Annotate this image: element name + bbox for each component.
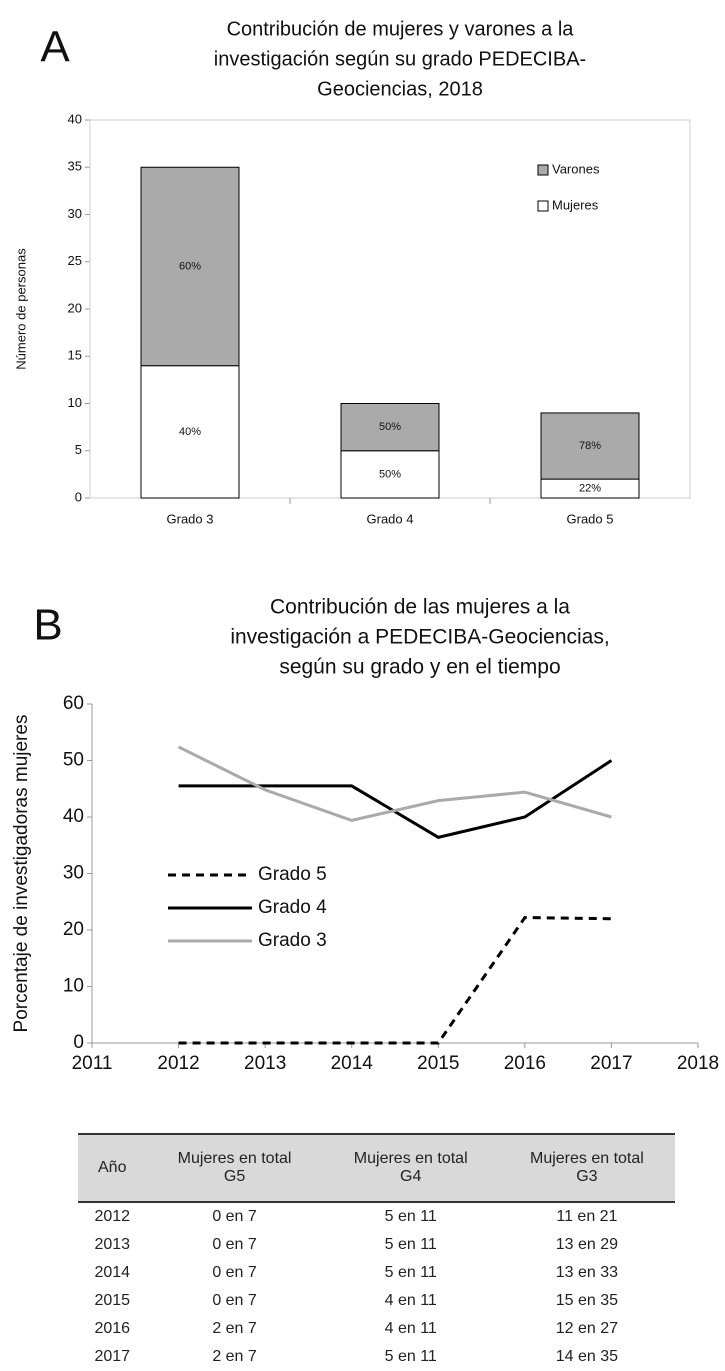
table-row: 2015 0 en 7 4 en 11 15 en 35 [78,1287,675,1315]
y-tick-label: 60 [63,693,84,714]
table-cell: 0 en 7 [212,1292,257,1309]
y-tick-label: 10 [68,395,82,410]
table-header-cell: Mujeres en total G5 [146,1133,323,1203]
bar-segment [340,403,440,452]
table-row: 2012 0 en 7 5 en 11 11 en 21 [78,1202,675,1231]
legend-label: Grado 3 [258,930,327,951]
table-cell: 11 en 21 [556,1208,618,1225]
table-cell: 15 en 35 [555,1292,619,1309]
bar-label: 60% [179,260,201,272]
table-header-cell: Mujeres en total G3 [498,1133,675,1203]
x-tick-label: 2014 [331,1053,374,1074]
x-tick-label: 2011 [72,1053,113,1074]
x-tick-label: 2017 [590,1053,632,1074]
x-tick-label: Grado 5 [567,511,614,526]
legend-swatch [537,200,549,212]
x-tick-label: Grado 4 [367,511,414,526]
table-cell: 2013 [94,1236,131,1253]
table-cell: 13 en 29 [555,1236,619,1253]
table-cell: 2 en 7 [212,1320,257,1337]
y-axis-label: Número de personas [13,248,28,370]
table-cell: 2017 [94,1348,131,1365]
bar-segment [140,365,240,499]
y-axis-label: Porcentaje de investigadoras mujeres [11,715,32,1033]
x-tick-label: 2016 [504,1053,546,1074]
line-series [178,916,612,1045]
y-tick-label: 50 [63,750,84,771]
y-tick-label: 20 [63,919,84,940]
bar-label: 40% [179,426,201,438]
table-row: 2016 2 en 7 4 en 11 12 en 27 [78,1315,675,1343]
table-cell: 5 en 11 [384,1348,437,1365]
x-tick-label: 2012 [157,1053,199,1074]
table-cell: 5 en 11 [384,1236,437,1253]
y-tick-label: 40 [68,111,82,126]
y-tick-label: 0 [73,1032,84,1053]
bar-segment [140,166,240,367]
y-tick-label: 10 [63,976,84,997]
chart-title: investigación según su grado PEDECIBA- [214,48,586,70]
table-cell: 12 en 27 [555,1320,619,1337]
legend-swatch [537,164,549,176]
data-table: Año Mujeres en total G5 Mujeres en total G… [78,1133,675,1371]
table-header-cell: Mujeres en total G4 [322,1133,499,1203]
y-tick-label: 30 [68,206,82,221]
x-tick-label: 2018 [677,1053,719,1074]
panel-label: B [33,601,62,650]
x-tick-label: Grado 3 [167,511,214,526]
legend-label: Mujeres [552,197,599,212]
table-cell: 13 en 33 [555,1264,619,1281]
table-row: 2017 2 en 7 5 en 11 14 en 35 [78,1343,675,1371]
table-cell: 0 en 7 [212,1208,257,1225]
table-cell: 2 en 7 [212,1348,257,1365]
table-cell: 5 en 11 [384,1208,437,1225]
chart-title: Contribución de mujeres y varones a la [227,18,575,40]
table-cell: 2012 [94,1208,131,1225]
bar-label: 50% [379,468,401,480]
y-tick-label: 15 [68,348,82,363]
bar-segment [340,450,440,499]
x-tick-label: 2013 [244,1053,286,1074]
table-cell: 0 en 7 [212,1264,257,1281]
chart-title: Contribución de las mujeres a la [270,596,570,619]
table-cell: 4 en 11 [384,1292,437,1309]
chart-title: Geociencias, 2018 [317,78,483,100]
y-tick-label: 35 [68,159,82,174]
table-cell: 0 en 7 [212,1236,257,1253]
bar-label: 78% [579,440,601,452]
y-tick-label: 20 [68,300,82,315]
table-header-cell: Año [78,1133,147,1203]
table-cell: 5 en 11 [384,1264,437,1281]
bar-label: 50% [379,421,401,433]
legend-label: Grado 4 [258,897,327,918]
table-cell: 2014 [94,1264,131,1281]
table-row: 2013 0 en 7 5 en 11 13 en 29 [78,1231,675,1259]
bar-segment [540,412,640,480]
y-tick-label: 40 [63,806,84,827]
table-cell: 2016 [94,1320,131,1337]
y-tick-label: 5 [75,442,82,457]
table-cell: 4 en 11 [384,1320,437,1337]
y-tick-label: 25 [68,253,82,268]
legend-label: Varones [552,161,600,176]
bar-label: 22% [579,482,601,494]
y-tick-label: 0 [75,489,82,504]
y-tick-label: 30 [63,863,84,884]
line-series [177,745,612,822]
legend-label: Grado 5 [258,864,327,885]
table-cell: 2015 [94,1292,131,1309]
table-row: 2014 0 en 7 5 en 11 13 en 33 [78,1259,675,1287]
chart-title: según su grado y en el tiempo [279,656,560,679]
table-cell: 14 en 35 [555,1348,619,1365]
x-tick-label: 2015 [417,1053,459,1074]
chart-title: investigación a PEDECIBA-Geociencias, [230,626,609,649]
panel-label: A [40,23,70,72]
figure: A Contribución de mujeres y varones a la i… [11,18,719,1074]
